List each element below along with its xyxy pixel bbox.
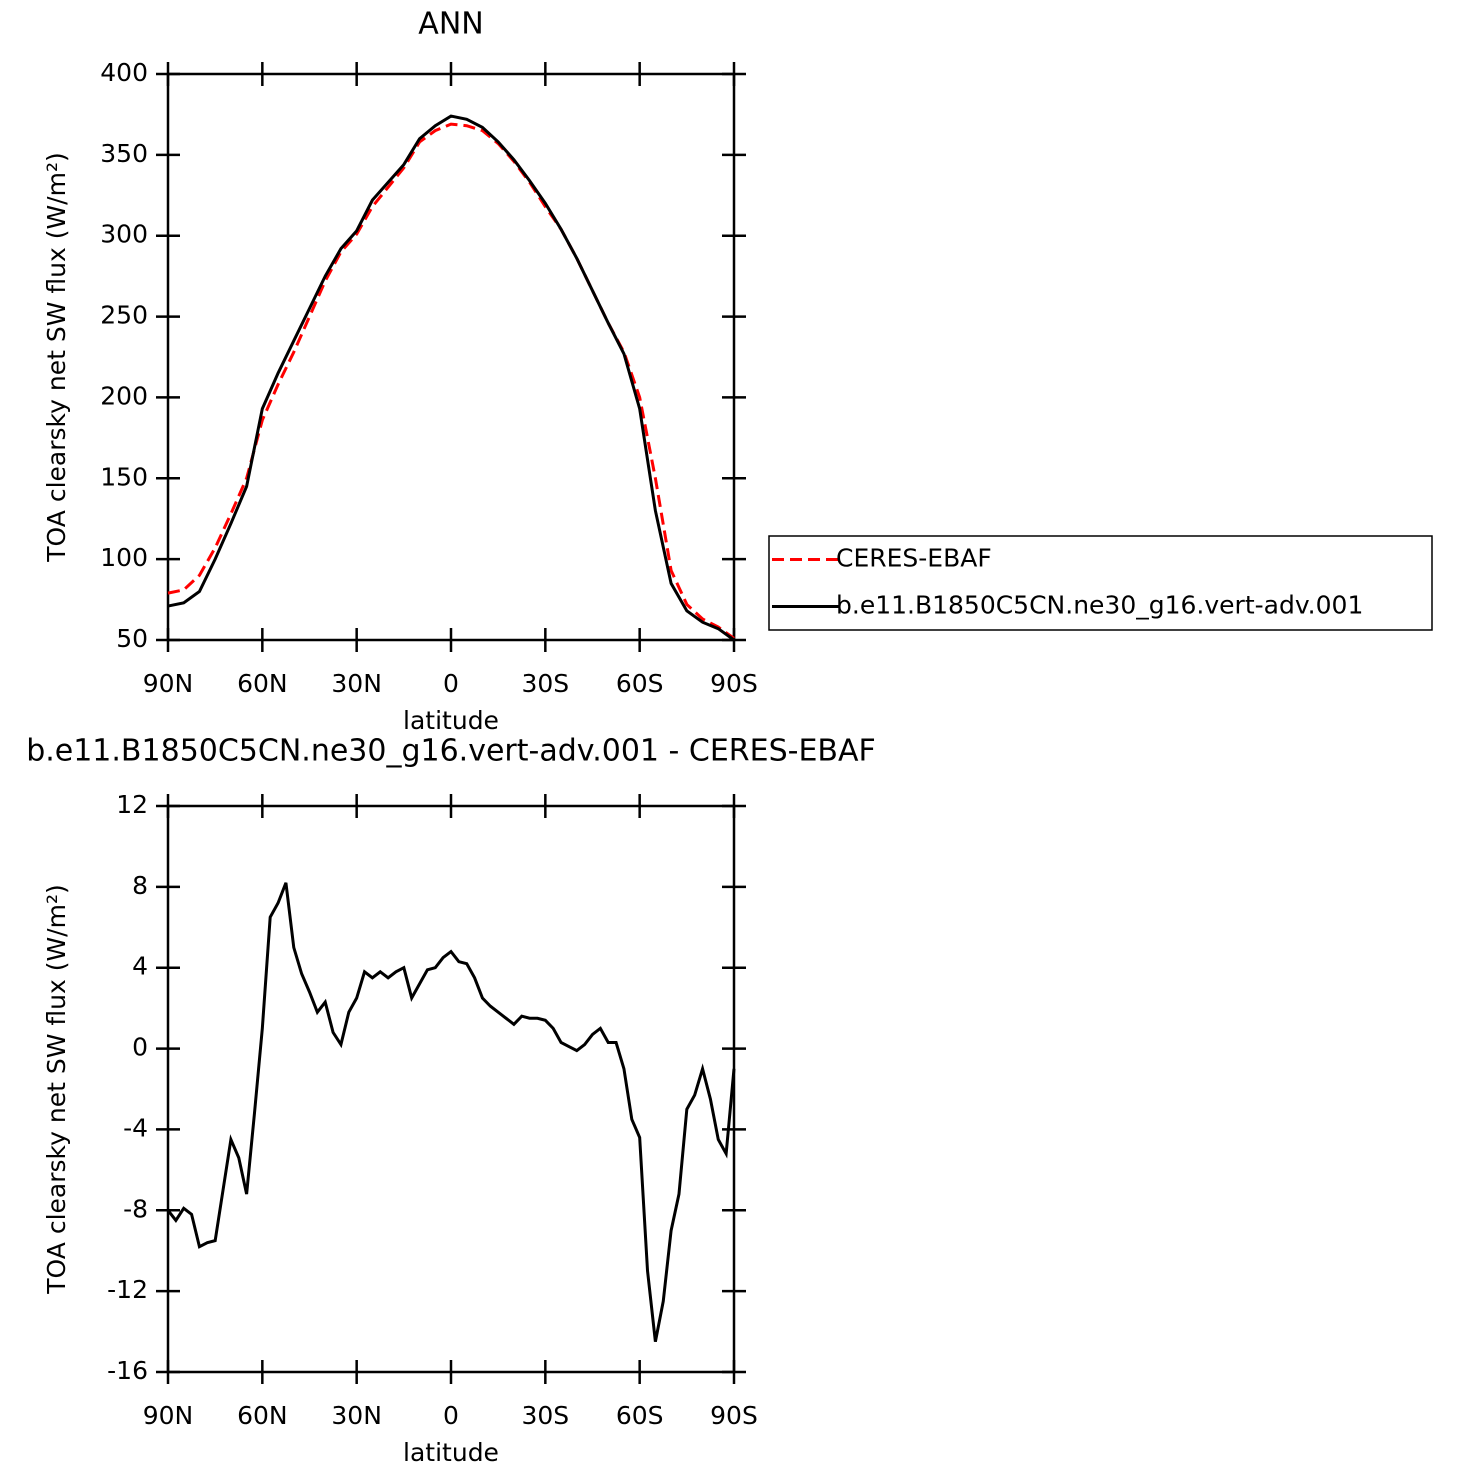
- data-line: [166, 882, 736, 1342]
- y-tick-label: 100: [100, 543, 148, 572]
- legend-label: b.e11.B1850C5CN.ne30_g16.vert-adv.001: [836, 591, 1363, 620]
- y-tick-label: 4: [132, 952, 148, 981]
- x-tick-label: 90S: [710, 669, 758, 698]
- y-tick-label: 8: [132, 871, 148, 900]
- plot-frame: [166, 72, 736, 642]
- x-axis-label: latitude: [403, 1438, 499, 1467]
- y-tick-label: -8: [123, 1194, 148, 1223]
- y-tick-label: 0: [132, 1033, 148, 1062]
- chart-title: ANN: [418, 7, 483, 42]
- y-tick-label: -4: [123, 1113, 148, 1142]
- y-axis-label: TOA clearsky net SW flux (W/m²): [42, 152, 71, 562]
- x-tick-label: 60S: [616, 669, 664, 698]
- x-tick-label: 90N: [143, 1401, 194, 1430]
- x-tick-label: 60N: [237, 1401, 288, 1430]
- x-axis-label: latitude: [403, 706, 499, 735]
- x-tick-label: 0: [443, 1401, 459, 1430]
- x-tick-label: 30S: [521, 1401, 569, 1430]
- y-tick-label: -16: [107, 1356, 148, 1385]
- y-tick-label: 150: [100, 462, 148, 491]
- data-line: [167, 114, 735, 642]
- data-line: [167, 122, 735, 640]
- chart-title: b.e11.B1850C5CN.ne30_g16.vert-adv.001 - …: [26, 734, 876, 769]
- y-tick-label: 350: [100, 139, 148, 168]
- y-tick-label: 200: [100, 381, 148, 410]
- plot-frame: [166, 804, 736, 1374]
- y-tick-label: 50: [116, 624, 148, 653]
- x-tick-label: 90S: [710, 1401, 758, 1430]
- legend-label: CERES-EBAF: [836, 544, 992, 573]
- x-tick-label: 30N: [331, 669, 382, 698]
- y-tick-label: 400: [100, 58, 148, 87]
- legend-box: [768, 535, 1433, 631]
- x-tick-label: 30N: [331, 1401, 382, 1430]
- x-tick-label: 60N: [237, 669, 288, 698]
- y-tick-label: 300: [100, 220, 148, 249]
- x-tick-label: 60S: [616, 1401, 664, 1430]
- x-tick-label: 30S: [521, 669, 569, 698]
- x-tick-label: 0: [443, 669, 459, 698]
- y-tick-label: -12: [107, 1275, 148, 1304]
- x-tick-label: 90N: [143, 669, 194, 698]
- y-axis-label: TOA clearsky net SW flux (W/m²): [42, 884, 71, 1294]
- y-tick-label: 12: [116, 790, 148, 819]
- y-tick-label: 250: [100, 301, 148, 330]
